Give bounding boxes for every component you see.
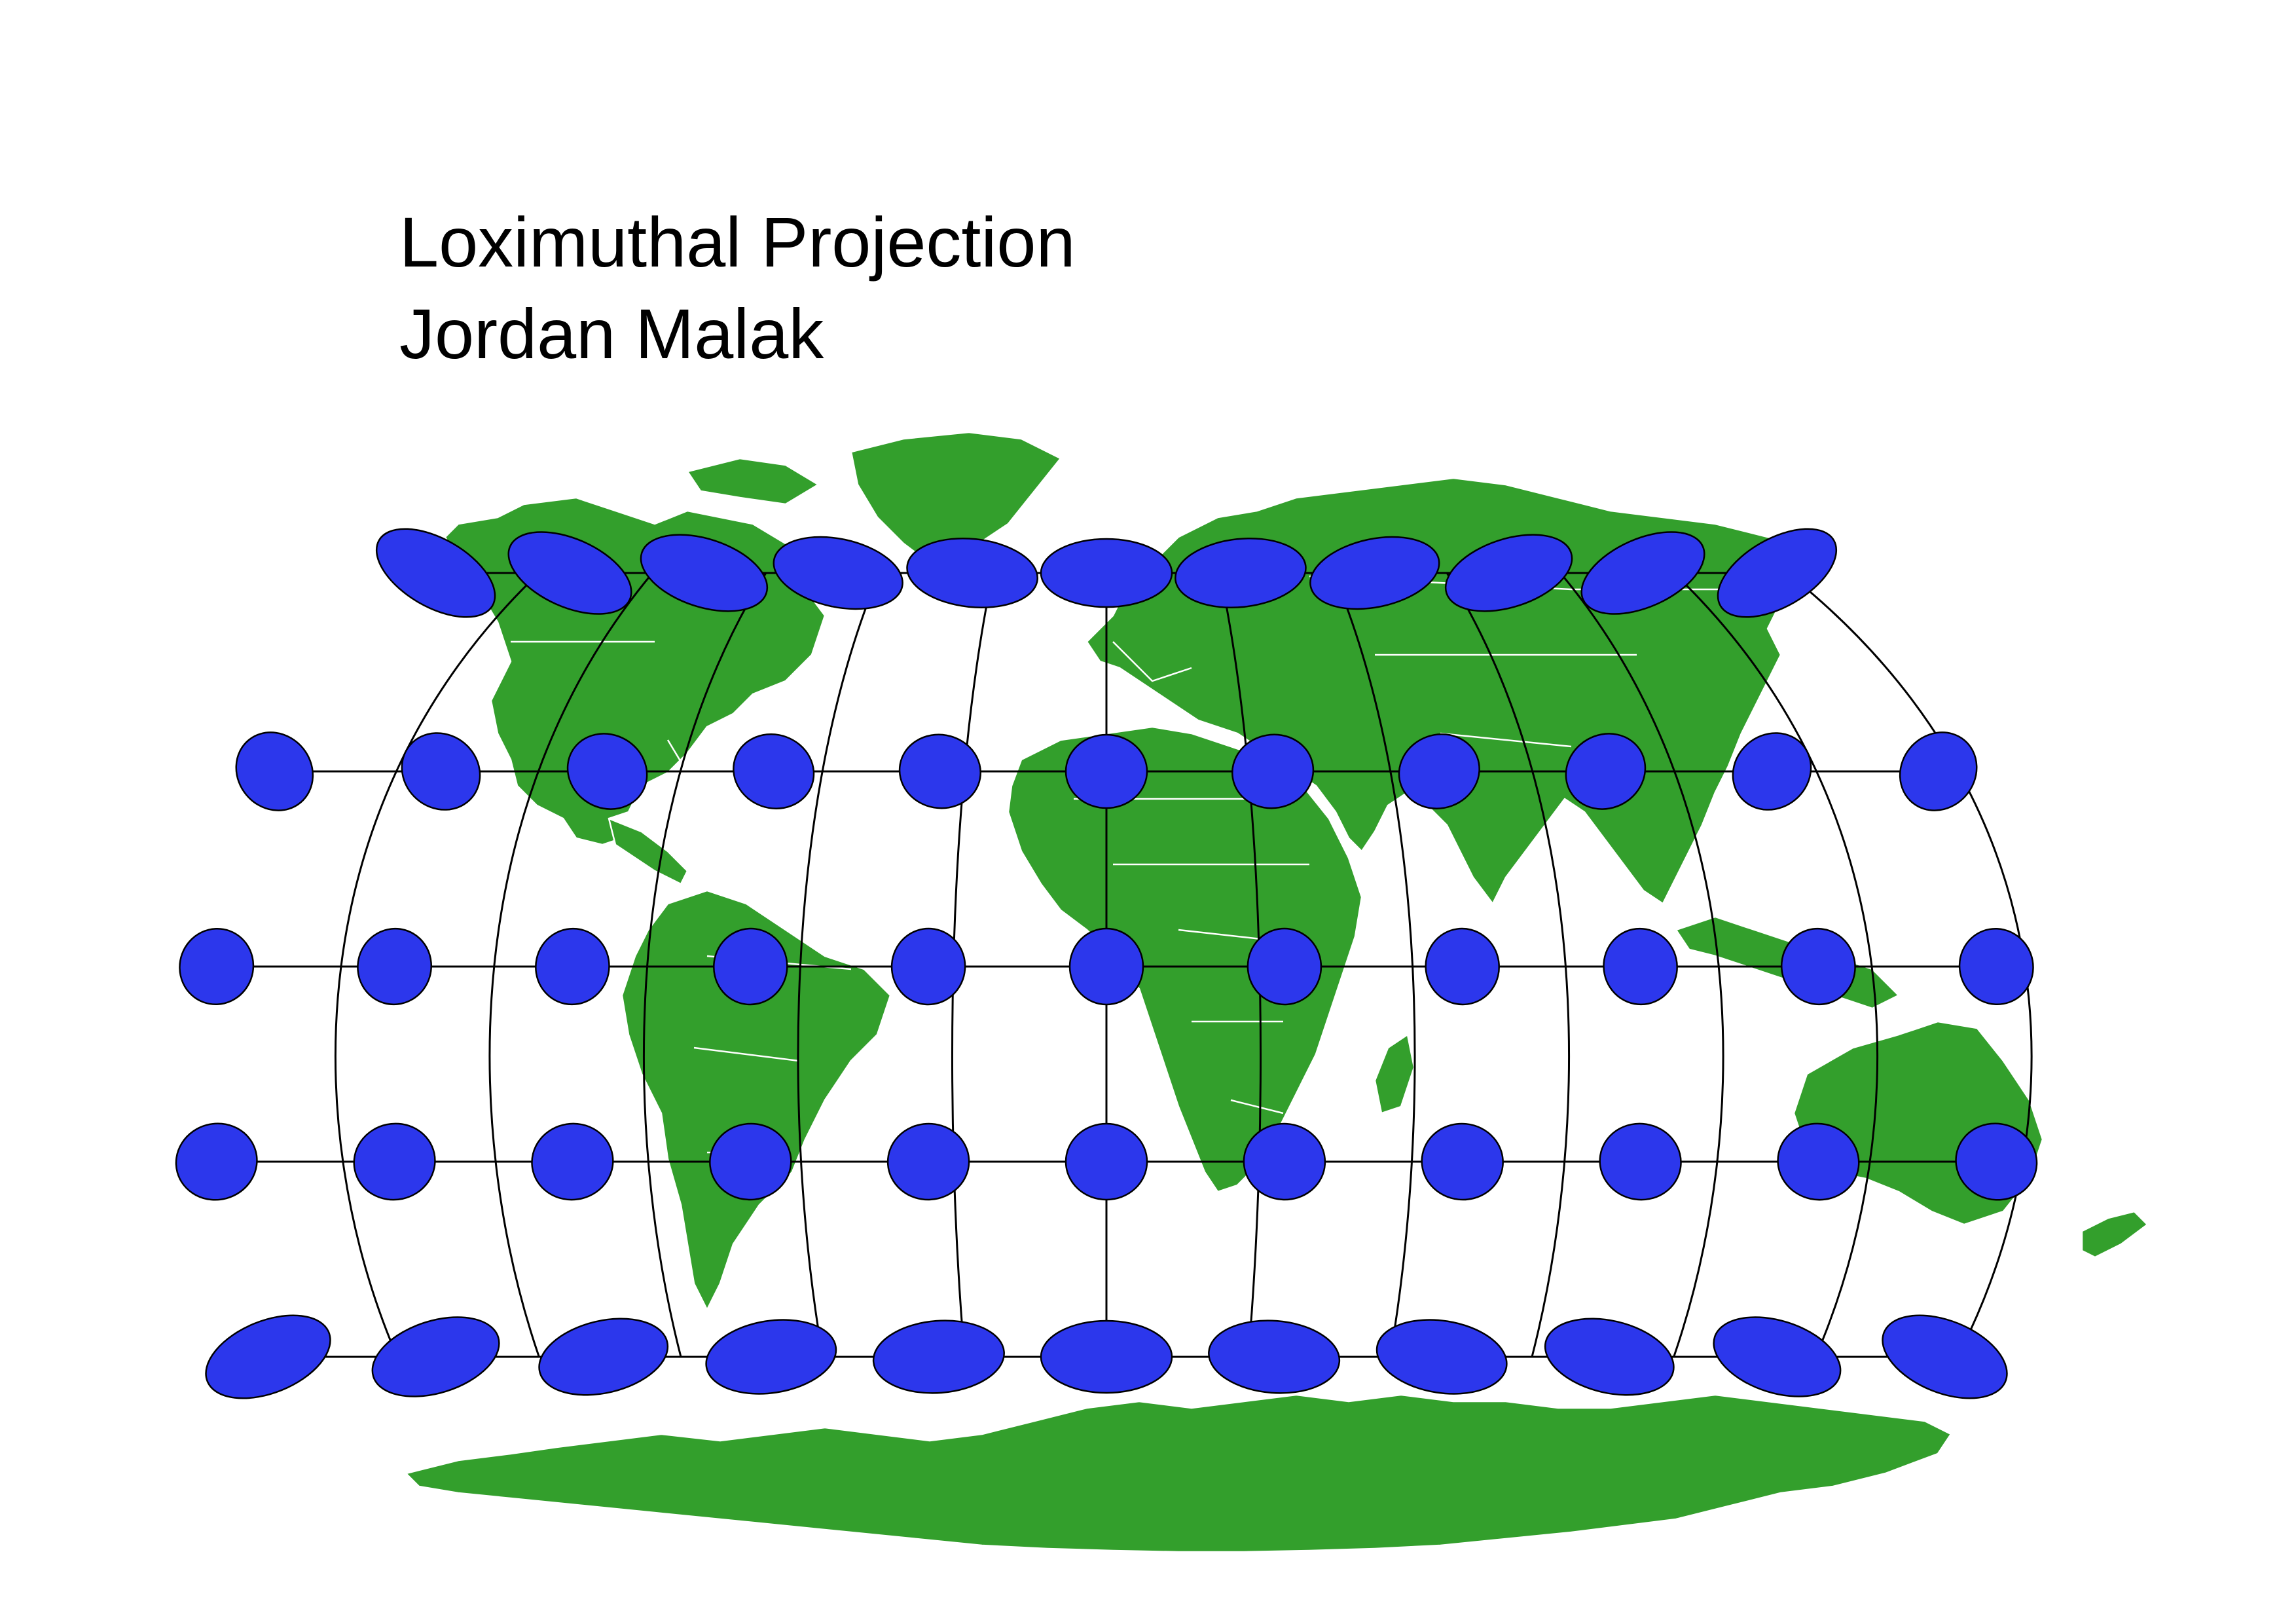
meridian-line [1332,572,1416,1357]
tissot-indicatrix [890,927,966,1006]
tissot-indicatrix [1065,733,1148,809]
country-borders [511,575,1768,1154]
tissot-indicatrix [1777,1122,1860,1201]
tissot-indicatrix [507,531,632,615]
tissot-indicatrix [1243,1122,1326,1201]
tissot-indicatrix [1376,1319,1508,1395]
tissot-indicatrix [1580,531,1705,615]
tissot-indicatrix [1231,733,1315,809]
tissot-indicatrix [1882,1314,2008,1399]
tissot-indicatrix [1599,1122,1682,1201]
landmass-new-zealand [2081,1210,2149,1259]
meridian-line [1559,572,1724,1357]
tissot-indicatrix [1040,1320,1173,1394]
tissot-indicatrix [1309,536,1440,610]
tissot-indicatrix [1444,534,1573,612]
tissot-indicatrix [1780,927,1856,1006]
tissot-indicatrix [566,733,648,810]
meridian-line [334,572,540,1357]
tissot-indicatrix [1717,528,1838,618]
meridian-line [1673,572,1879,1357]
tissot-indicatrices [175,528,2038,1399]
tissot-indicatrix [1958,927,2034,1006]
meridian-line [642,572,767,1357]
tissot-indicatrix [1732,732,1812,811]
tissot-indicatrix [401,732,481,811]
tissot-indicatrix [175,1122,258,1201]
meridian-line [488,572,653,1357]
tissot-indicatrix [205,1314,331,1399]
tissot-indicatrix [531,1122,614,1201]
tissot-indicatrix [640,534,769,612]
tissot-indicatrix [1544,1318,1675,1396]
map-title: Loximuthal Projection [399,202,1076,282]
tissot-indicatrix [535,927,610,1006]
tissot-indicatrix [1398,733,1480,809]
landmass-central-america [608,817,689,885]
tissot-indicatrix [375,528,496,618]
tissot-indicatrix [705,1319,837,1395]
tissot-indicatrix [773,536,903,610]
tissot-indicatrix [733,733,815,809]
tissot-indicatrix [709,1122,792,1201]
meridian-line [797,572,881,1357]
tissot-indicatrix [898,733,981,809]
tissot-indicatrix [1421,1122,1504,1201]
tissot-indicatrix [872,1320,1005,1394]
meridian-line [1446,572,1571,1357]
tissot-indicatrix [1068,927,1144,1006]
tissot-indicatrix [1899,731,1978,811]
tissot-indicatrix [1955,1122,2038,1201]
tissot-indicatrix [1603,927,1678,1006]
tissot-indicatrix [538,1318,669,1396]
landmass-arctic-islands [686,457,820,506]
tissot-indicatrix [353,1122,436,1201]
tissot-indicatrix [906,537,1038,609]
landmass-madagascar [1374,1033,1415,1115]
tissot-indicatrix [179,927,255,1006]
landmass-greenland [850,431,1062,564]
tissot-indicatrix [1247,927,1322,1006]
landmass-south-america [621,889,892,1311]
tissot-indicatrix [1175,537,1307,609]
tissot-indicatrix [1565,733,1647,810]
map-author: Jordan Malak [399,294,824,373]
tissot-indicatrix [371,1316,500,1397]
tissot-indicatrix [1065,1122,1148,1201]
tissot-indicatrix [235,731,314,811]
tissot-indicatrix [1713,1316,1842,1397]
title-block: Loximuthal Projection Jordan Malak [399,196,1076,380]
tissot-indicatrix [357,927,433,1006]
tissot-indicatrix [1425,927,1500,1006]
tissot-indicatrix [1040,538,1173,608]
tissot-indicatrix [1208,1320,1341,1394]
tissot-indicatrix [886,1122,970,1201]
tissot-indicatrix [713,927,788,1006]
landmass-antarctica [405,1393,1952,1553]
